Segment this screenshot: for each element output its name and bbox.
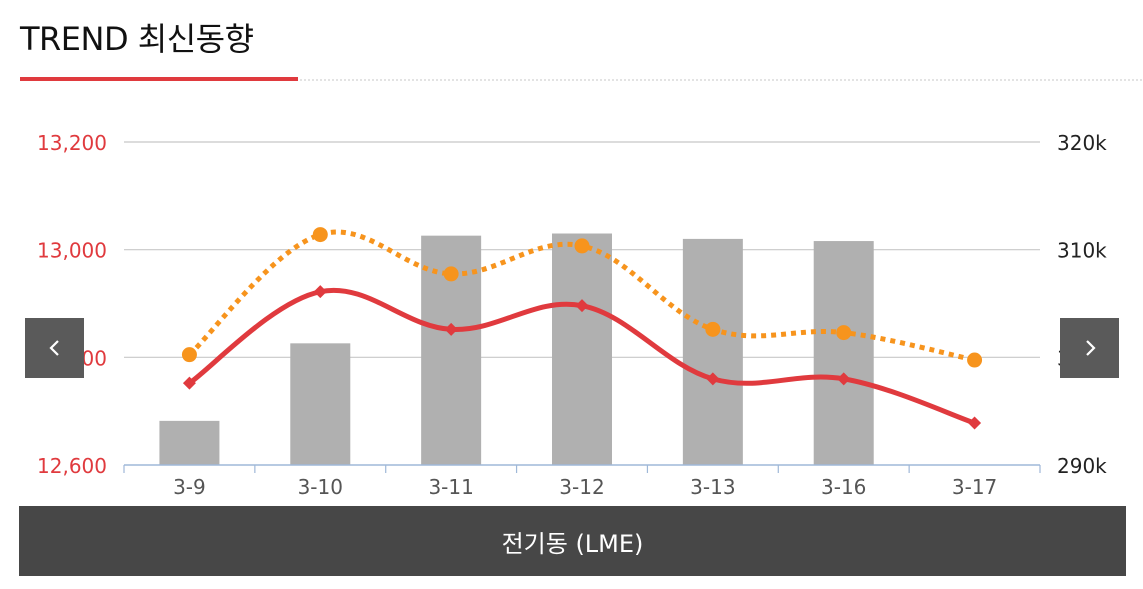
circle-point <box>967 352 983 368</box>
bar-series <box>159 233 874 465</box>
bar <box>159 420 220 465</box>
circle-point <box>181 347 197 363</box>
right-axis-tick-label: 310k <box>1057 239 1107 263</box>
x-axis-tick-label: 3-16 <box>821 475 866 499</box>
diamond-point <box>444 322 458 336</box>
dotted-line-series <box>181 227 983 368</box>
chevron-left-icon <box>48 340 59 356</box>
chart-caption-bar: 전기동 (LME) <box>19 506 1126 576</box>
circle-point <box>705 321 721 337</box>
chart-caption: 전기동 (LME) <box>501 529 644 558</box>
header-divider <box>300 79 1143 81</box>
bar <box>552 233 612 465</box>
diamond-point <box>182 376 196 390</box>
prev-button[interactable] <box>25 318 84 378</box>
x-axis-tick-label: 3-13 <box>690 475 735 499</box>
right-axis-tick-label: 290k <box>1057 454 1107 478</box>
x-axis-ticks: 3-9 3-10 3-11 3-12 3-13 3-16 3-17 <box>173 475 997 499</box>
bar <box>813 241 874 465</box>
x-axis-tick-label: 3-17 <box>952 475 997 499</box>
circle-point <box>574 238 590 254</box>
circle-point <box>836 325 852 341</box>
diamond-point <box>968 416 982 430</box>
right-axis-tick-label: 320k <box>1057 131 1107 155</box>
bar <box>682 238 743 465</box>
next-button[interactable] <box>1060 318 1119 378</box>
left-axis-tick-label: 12,600 <box>37 454 107 478</box>
left-axis-tick-label: 13,000 <box>37 239 107 263</box>
left-axis-tick-label: 13,200 <box>37 131 107 155</box>
x-axis-tick-label: 3-12 <box>559 475 604 499</box>
diamond-point <box>313 285 327 299</box>
page-title: TREND 최신동향 <box>20 20 254 58</box>
solid-line-series <box>182 285 982 430</box>
circle-point <box>312 227 328 243</box>
x-axis-tick-label: 3-10 <box>298 475 343 499</box>
x-axis-tick-label: 3-9 <box>173 475 206 499</box>
title-underline <box>20 77 298 81</box>
chevron-right-icon <box>1085 340 1096 356</box>
x-axis <box>123 464 1041 473</box>
right-axis-ticks: 290k300k310k320k <box>1057 131 1107 478</box>
section-header: TREND 최신동향 <box>20 10 1143 81</box>
bar <box>290 343 351 465</box>
x-axis-tick-label: 3-11 <box>428 475 473 499</box>
diamond-point <box>575 299 589 313</box>
diamond-point <box>706 372 720 386</box>
circle-point <box>443 266 459 282</box>
diamond-point <box>837 372 851 386</box>
